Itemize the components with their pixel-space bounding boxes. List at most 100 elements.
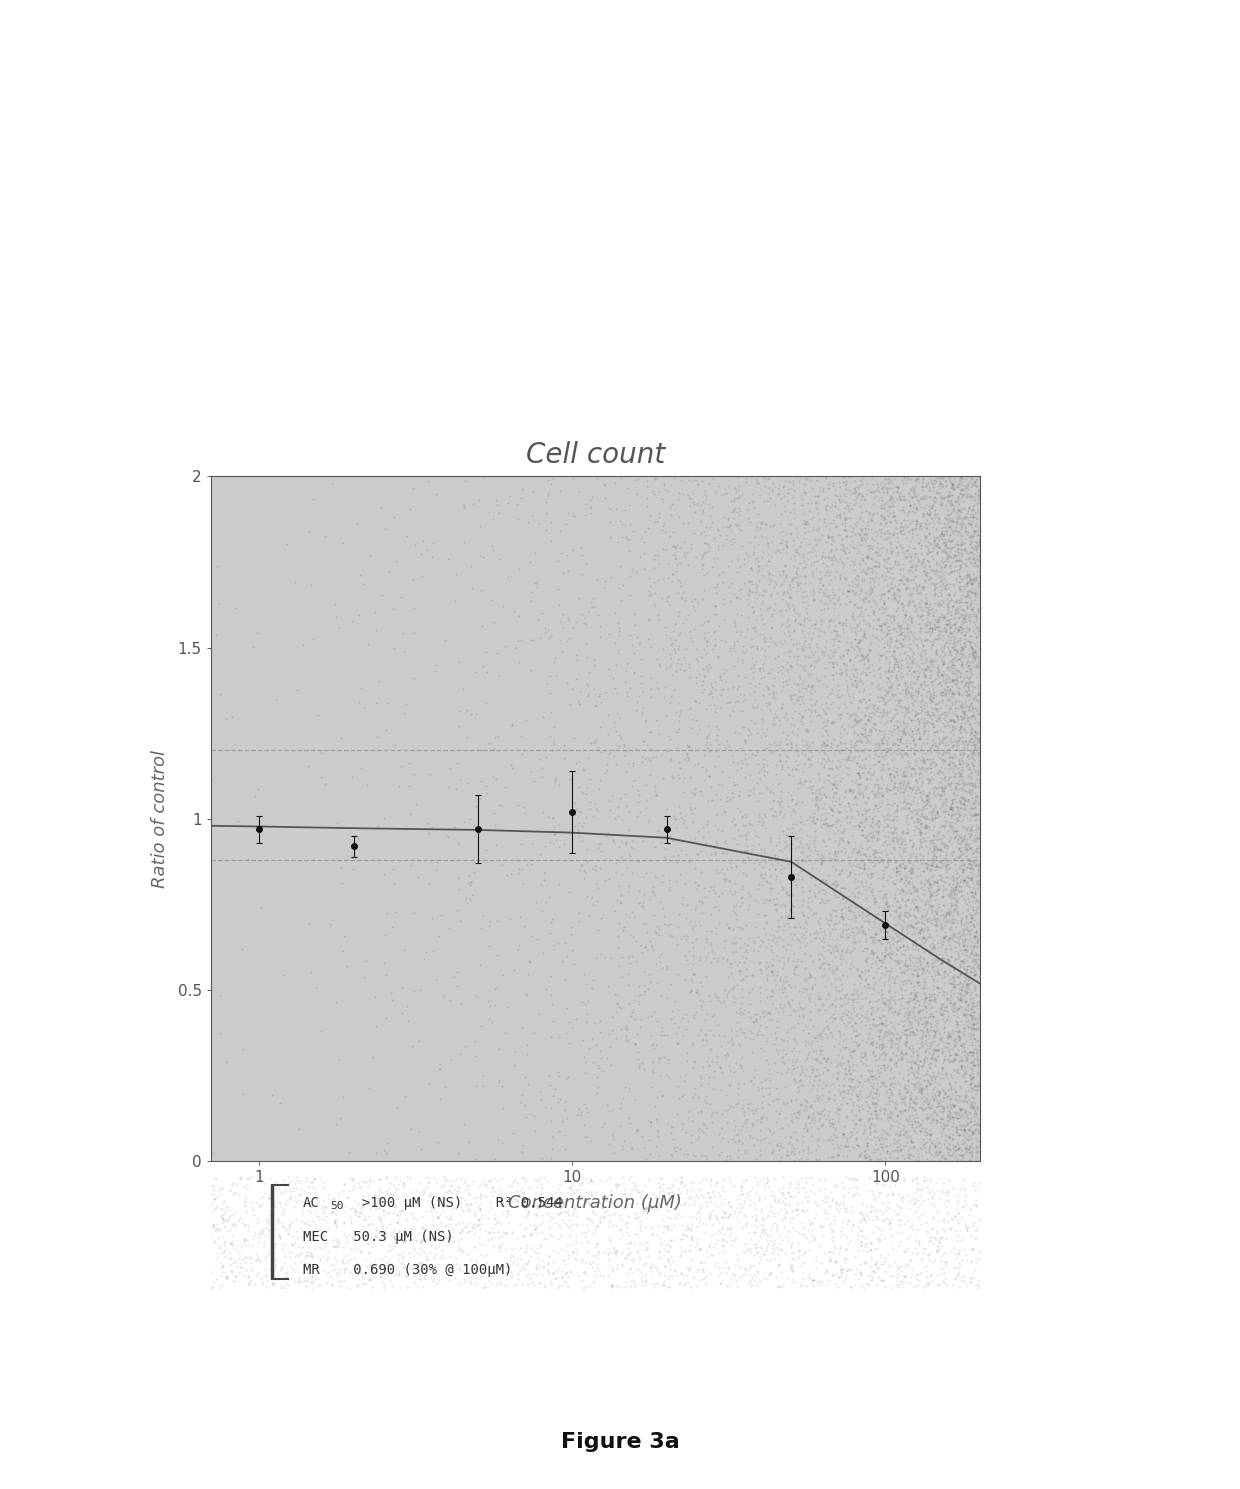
Point — [506, 1169, 526, 1193]
Point — [843, 515, 863, 539]
Point — [916, 1074, 936, 1097]
Point — [694, 664, 714, 688]
Point — [551, 1196, 570, 1219]
Point — [720, 1202, 740, 1225]
Point — [563, 1240, 583, 1264]
Point — [801, 1054, 821, 1078]
Point — [794, 508, 813, 532]
Point — [870, 661, 890, 685]
Point — [944, 868, 963, 892]
Point — [936, 981, 956, 1005]
Point — [945, 584, 965, 608]
Point — [930, 1021, 950, 1045]
Point — [331, 727, 351, 750]
Point — [211, 1184, 231, 1208]
Point — [496, 1021, 516, 1045]
Point — [869, 538, 889, 561]
Point — [930, 1066, 950, 1090]
Point — [924, 1065, 944, 1088]
Point — [955, 506, 975, 530]
Point — [932, 1208, 952, 1231]
Point — [851, 755, 870, 779]
Point — [440, 1203, 460, 1227]
Point — [573, 1214, 593, 1237]
Point — [665, 1260, 684, 1284]
Point — [471, 1014, 491, 1038]
Point — [928, 502, 947, 526]
Point — [944, 929, 963, 953]
Point — [960, 532, 980, 555]
Point — [795, 572, 815, 596]
Point — [962, 1139, 982, 1163]
Point — [967, 826, 987, 850]
Point — [263, 1270, 283, 1294]
Point — [821, 941, 841, 965]
Point — [725, 496, 745, 520]
Point — [667, 1136, 687, 1160]
Point — [947, 899, 967, 923]
Point — [926, 1141, 946, 1164]
Point — [861, 1196, 880, 1219]
Point — [751, 666, 771, 689]
Point — [693, 990, 713, 1014]
Point — [786, 733, 806, 756]
Point — [684, 1077, 704, 1100]
Point — [580, 1166, 600, 1190]
Point — [951, 938, 971, 962]
Point — [960, 591, 980, 615]
Point — [711, 1261, 730, 1285]
Point — [376, 1007, 396, 1030]
Point — [661, 1257, 681, 1281]
Point — [908, 810, 928, 834]
Point — [905, 911, 925, 935]
Point — [584, 730, 604, 753]
Point — [929, 622, 949, 646]
Point — [889, 937, 909, 960]
Point — [934, 1039, 954, 1063]
Point — [541, 472, 560, 496]
Point — [870, 847, 890, 871]
Point — [888, 541, 908, 564]
Point — [932, 870, 952, 893]
Point — [805, 780, 825, 804]
Point — [949, 761, 968, 785]
Point — [928, 828, 947, 852]
Point — [884, 573, 904, 597]
Point — [859, 688, 879, 712]
Point — [925, 1066, 945, 1090]
Point — [939, 1097, 959, 1121]
Point — [947, 490, 967, 514]
Point — [899, 774, 919, 798]
Point — [686, 587, 706, 610]
Point — [707, 831, 727, 855]
Point — [874, 1047, 894, 1071]
Point — [929, 892, 949, 916]
Point — [739, 593, 759, 616]
Point — [877, 1194, 897, 1218]
Point — [940, 901, 960, 925]
Point — [962, 730, 982, 753]
Point — [699, 505, 719, 529]
Point — [911, 694, 931, 718]
Point — [862, 877, 882, 901]
Point — [755, 527, 775, 551]
Point — [351, 1218, 371, 1242]
Point — [885, 1121, 905, 1145]
Point — [822, 578, 842, 602]
Point — [949, 874, 968, 898]
Point — [577, 884, 596, 908]
Point — [833, 643, 853, 667]
Point — [930, 868, 950, 892]
Point — [920, 853, 940, 877]
Point — [805, 1105, 825, 1129]
Point — [686, 826, 706, 850]
Point — [787, 602, 807, 625]
Point — [956, 672, 976, 695]
Point — [874, 971, 894, 995]
Point — [704, 479, 724, 503]
Point — [756, 777, 776, 801]
Point — [967, 1097, 987, 1121]
Point — [904, 1048, 924, 1072]
Point — [613, 946, 632, 969]
Point — [792, 868, 812, 892]
